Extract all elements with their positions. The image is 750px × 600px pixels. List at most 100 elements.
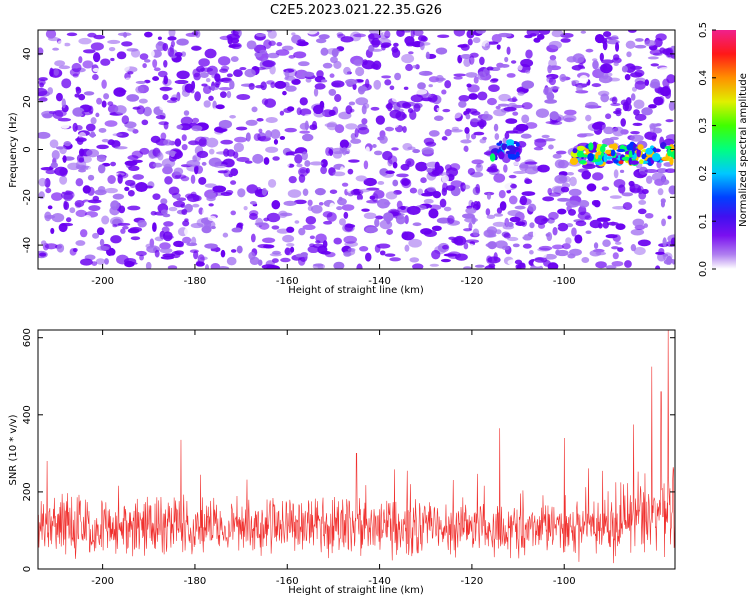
spectrogram-cell [287,189,302,198]
spectrogram-cell [555,249,569,257]
spectrogram-cell [38,87,48,97]
spectrogram-hotspot [616,148,626,153]
spectrogram-cell [503,164,508,173]
spectrogram-cell [510,183,517,189]
spectrogram-cell [301,151,308,161]
spectrogram-cell [565,200,580,208]
spectrogram-cell [561,182,571,188]
spectrogram-cell [585,114,592,122]
spectrogram-cell [467,167,476,175]
spectrogram-cell [296,163,303,168]
spectrogram-cell [497,32,512,38]
spectrogram-cell [78,148,85,157]
spectrogram-cell [350,133,356,140]
spectrogram-cell [391,46,399,53]
spectrogram-cell [484,43,490,48]
spectrogram-cell [96,227,105,236]
spectrogram-cell [338,218,346,226]
spectrogram-cell [534,138,547,148]
spectrogram-cell [442,182,448,193]
spectrogram-cell [329,189,338,194]
spectrogram-cell [307,199,313,207]
spectrogram-cell [551,30,564,38]
spectrogram-cell [560,186,570,193]
spectrogram-cell [201,83,208,87]
spectrogram-cell [532,228,538,239]
spectrogram-cell [97,164,106,174]
spectrogram-cell [84,201,90,208]
spectrogram-cell [543,253,557,260]
spectrogram-hotspot [597,151,601,156]
spectrogram-cell [282,90,287,96]
spectrogram-cell [657,87,665,95]
spectrogram-cell [350,213,361,220]
spectrogram-cell [461,213,475,219]
spectrogram-cell [558,159,569,169]
spectrogram-cell [321,109,334,118]
spectrogram-cell [254,222,268,226]
spectrogram-cell [150,211,157,216]
spectrogram-cell [260,121,266,126]
spectrogram-cell [506,189,512,194]
spectrogram-hotspot [506,139,515,145]
spectrogram-cell [358,188,371,193]
spectrogram-cell [385,191,398,200]
spectrogram-cell [47,36,60,42]
spectrogram-cell [194,165,204,174]
spectrogram-cell [255,33,266,37]
spectrogram-cell [353,59,363,67]
spectrogram-cell [194,91,201,102]
colorbar-tick-label: 0.3 [698,118,709,134]
spectrogram-cell [493,173,506,183]
x-tick-label: -200 [91,576,114,587]
spectrogram-cell [355,175,367,182]
spectrogram-cell [315,38,327,44]
spectrogram-cell [547,65,559,70]
spectrogram-cell [602,220,609,229]
spectrogram-cell [543,138,556,142]
spectrogram-cell [420,36,428,42]
spectrogram-cell [630,131,640,135]
spectrogram-cell [316,70,324,78]
spectrogram-cell [355,97,369,106]
spectrogram-cell [107,39,121,45]
spectrogram-cell [385,170,395,175]
spectrogram-cell [304,114,314,118]
spectrogram-cell [410,94,424,103]
spectrogram-hotspot [578,160,587,165]
spectrogram-cell [190,174,196,185]
spectrogram-cell [434,161,440,171]
spectrogram-cell [159,242,171,250]
spectrogram-cell [51,192,63,201]
spectrogram-cell [578,63,584,69]
spectrogram-cell [95,112,100,118]
spectrogram-cell [402,142,413,151]
spectrogram-cell [578,199,590,208]
spectrogram-cell [571,79,580,84]
spectrogram-cell [191,236,197,246]
spectrogram-cell [182,236,192,244]
spectrogram-cell [83,214,92,223]
spectrogram-cell [204,243,218,249]
spectrogram-cell [592,60,599,70]
spectrogram-cell [50,227,55,234]
colorbar-tick-label: 0.1 [698,213,709,229]
spectrogram-cell [95,258,106,265]
spectrogram-cell [234,136,247,143]
spectrogram-cell [562,114,577,123]
spectrogram-cell [401,179,410,186]
spectrogram-cell [212,185,227,193]
spectrogram-cell [154,236,164,242]
spectrogram-cell [230,168,239,177]
spectrogram-cell [389,109,402,119]
spectrogram-x-ticks: -200 -180 -160 -140 -120 -100 [91,30,576,287]
spectrogram-cell [61,98,66,109]
x-tick-label: -100 [553,576,576,587]
spectrogram-cell [421,192,434,197]
spectrogram-cell [88,221,99,226]
spectrogram-x-axis-label: Height of straight line (km) [288,285,424,296]
spectrogram-cell [656,168,668,174]
spectrogram-cell [96,97,103,105]
spectrogram-cell [257,244,272,249]
